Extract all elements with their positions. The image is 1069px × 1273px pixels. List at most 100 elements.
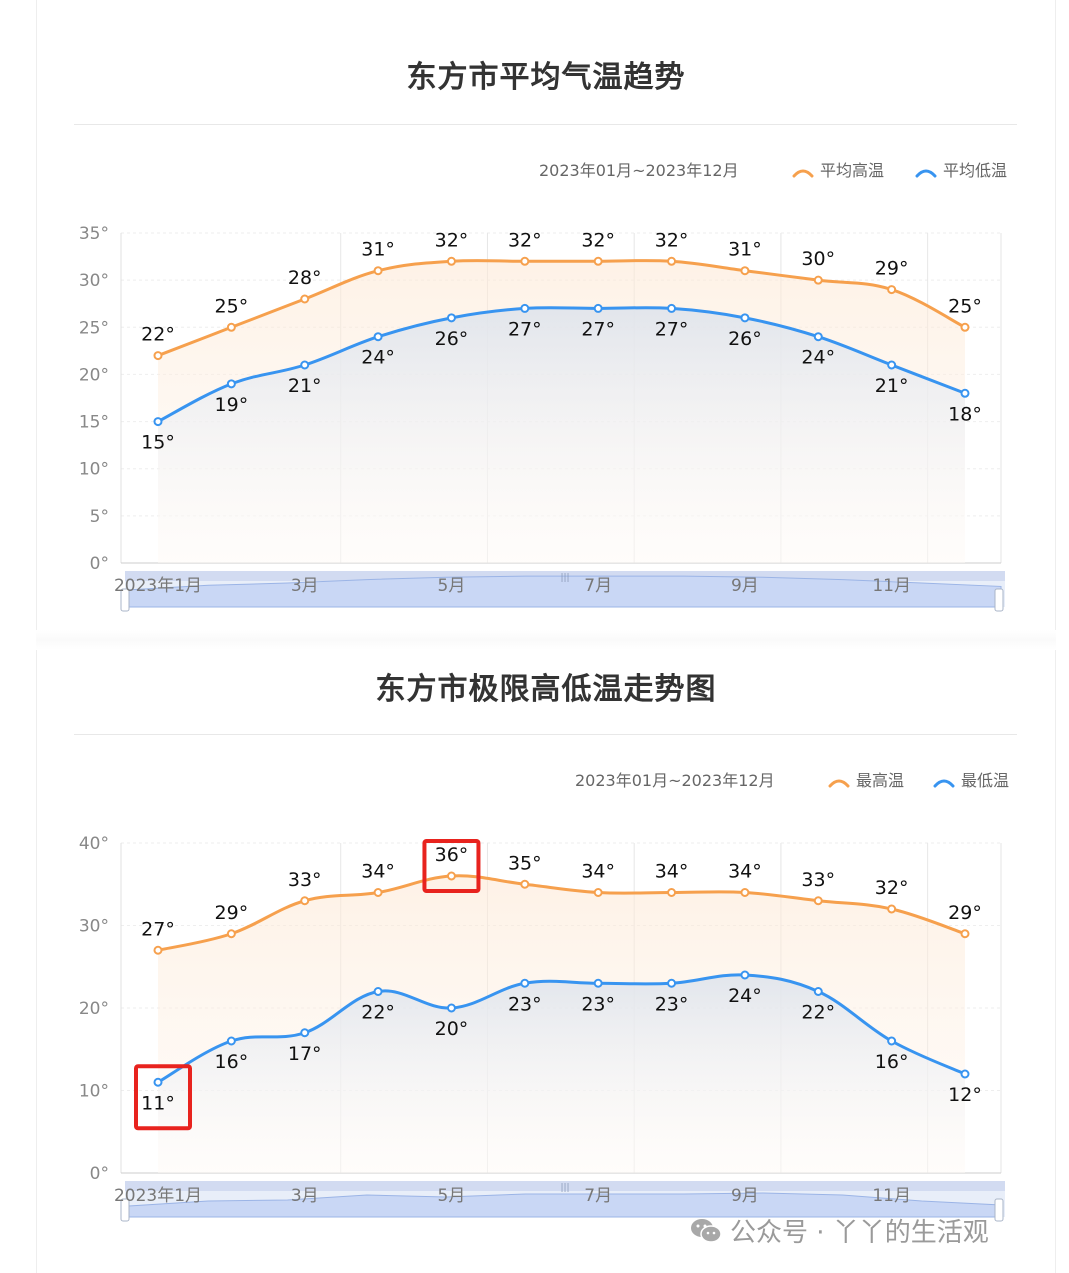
data-point (593, 888, 603, 897)
data-point (667, 303, 677, 313)
data-label: 27° (508, 318, 542, 340)
data-point (300, 896, 310, 906)
data-point (446, 313, 456, 323)
zoom-handle-left (120, 1198, 130, 1222)
data-label: 21° (288, 375, 322, 397)
zoom-handle-right (994, 588, 1004, 612)
data-point (446, 256, 456, 266)
data-point (740, 888, 750, 897)
data-label: 31° (728, 239, 762, 261)
data-label: 11° (141, 1092, 175, 1114)
data-point (226, 379, 236, 389)
watermark: 公众号 · 丫丫的生活观 (690, 1212, 989, 1249)
y-tick-label: 0° (90, 1164, 109, 1184)
data-label: 36° (435, 844, 469, 866)
y-tick-label: 30° (79, 271, 109, 291)
data-point (153, 945, 163, 955)
legend-item-low[interactable]: 最低温 (933, 767, 1009, 791)
zoom-grip-icon: ||| (560, 573, 569, 583)
data-point (667, 256, 677, 266)
data-point (960, 929, 970, 939)
data-label: 27° (141, 918, 175, 940)
y-tick-label: 25° (79, 318, 109, 338)
data-label: 23° (508, 993, 542, 1015)
panel-separator (36, 630, 1056, 650)
data-label: 22° (361, 1002, 395, 1024)
data-point (960, 322, 970, 332)
data-label: 28° (288, 267, 322, 289)
legend-low-icon (915, 169, 937, 177)
data-point (887, 360, 897, 370)
data-point (593, 303, 603, 313)
chart-panel-average: 东方市平均气温趋势 2023年01月~2023年12月 平均高温 平均低温 (36, 0, 1056, 640)
data-label: 32° (435, 229, 469, 251)
x-tick-label: 5月 (438, 576, 466, 596)
data-point (593, 978, 603, 988)
legend-item-high[interactable]: 最高温 (828, 767, 904, 791)
series-area (158, 307, 965, 563)
data-point (887, 904, 897, 914)
data-point (226, 322, 236, 332)
chart-average-temperature: 0° 5° 10° 15° 20° 25° 30° 35° 22° 25° 28° 31° 32° 32°… (79, 224, 1005, 612)
data-label: 26° (728, 328, 762, 350)
data-label: 29° (875, 258, 909, 280)
data-point (667, 978, 677, 988)
data-label: 19° (215, 394, 249, 416)
data-label: 26° (435, 328, 469, 350)
data-point (373, 332, 383, 342)
data-label: 32° (655, 229, 689, 251)
legend-item-low[interactable]: 平均低温 (915, 157, 1007, 181)
data-label: 18° (948, 403, 982, 425)
data-point (593, 256, 603, 266)
data-point (740, 970, 750, 980)
data-point (740, 313, 750, 323)
x-tick-label: 3月 (291, 576, 319, 596)
wechat-icon (691, 1218, 722, 1243)
data-point (153, 417, 163, 427)
data-label: 16° (215, 1051, 249, 1073)
data-point (960, 1069, 970, 1079)
x-tick-label: 2023年1月 (114, 576, 202, 596)
y-tick-label: 30° (79, 917, 109, 937)
x-tick-label: 9月 (731, 1186, 759, 1206)
data-label: 20° (435, 1018, 469, 1040)
data-label: 23° (581, 993, 615, 1015)
data-point (226, 1036, 236, 1046)
highlight-box (134, 1064, 192, 1131)
data-label: 21° (875, 375, 909, 397)
data-label: 22° (141, 324, 175, 346)
legend-label: 平均低温 (943, 161, 1008, 180)
zoom-handle-right (994, 1198, 1004, 1222)
data-label: 34° (361, 861, 395, 883)
x-tick-label: 2023年1月 (114, 1186, 202, 1206)
data-point (813, 332, 823, 342)
legend-label: 平均高温 (820, 161, 885, 180)
x-tick-label: 11月 (872, 1186, 911, 1206)
legend-item-high[interactable]: 平均高温 (792, 157, 884, 181)
data-point (300, 294, 310, 304)
data-point (520, 879, 530, 889)
data-point (887, 285, 897, 295)
data-point (520, 978, 530, 988)
data-label: 34° (581, 861, 615, 883)
y-tick-label: 20° (79, 999, 109, 1019)
data-label: 25° (215, 295, 249, 317)
data-point (446, 1003, 456, 1013)
data-label: 16° (875, 1051, 909, 1073)
x-tick-label: 7月 (584, 576, 612, 596)
data-point (813, 987, 823, 996)
data-label: 24° (801, 347, 835, 369)
legend-label: 最高温 (856, 771, 905, 790)
data-point (446, 871, 456, 881)
zoom-preview (128, 1192, 1002, 1218)
data-label: 17° (288, 1043, 322, 1065)
data-label: 30° (801, 248, 835, 270)
data-point (373, 987, 383, 996)
x-tick-label: 9月 (731, 576, 759, 596)
data-point (153, 1077, 163, 1087)
y-tick-label: 10° (79, 1082, 109, 1102)
data-label: 15° (141, 432, 175, 454)
data-label: 32° (508, 229, 542, 251)
chart-title: 东方市极限高低温走势图 (375, 672, 717, 707)
zoom-grip-icon: ||| (560, 1183, 569, 1193)
